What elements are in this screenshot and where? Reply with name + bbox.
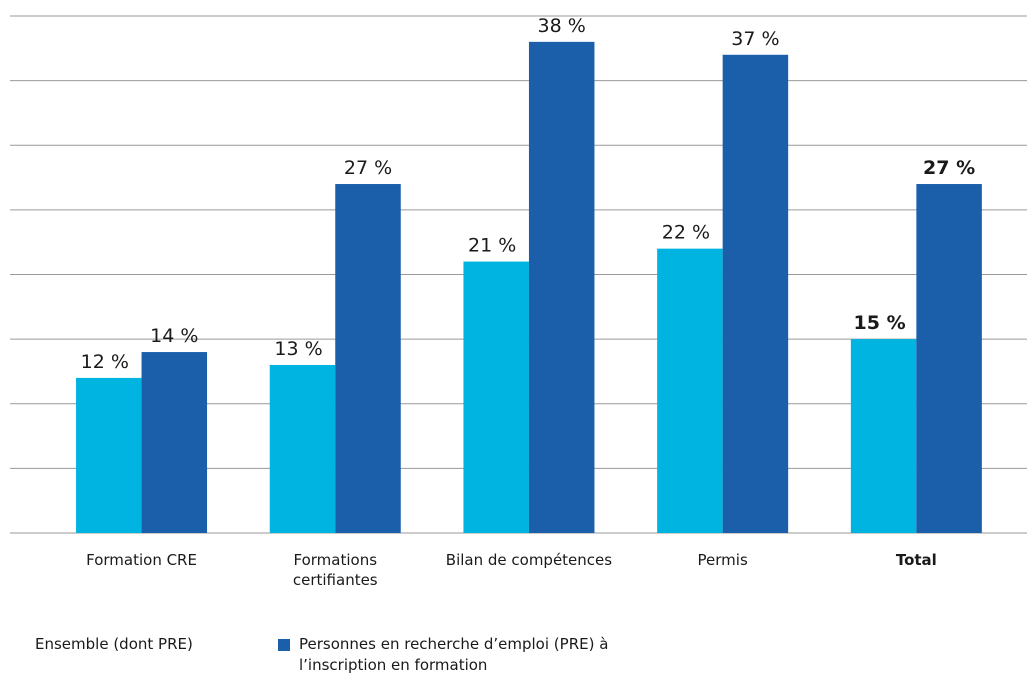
bar xyxy=(722,54,789,534)
bar xyxy=(76,377,142,533)
x-tick-label: Formation CRE xyxy=(86,551,197,569)
value-label: 22 % xyxy=(662,222,710,244)
value-label: 27 % xyxy=(923,157,975,179)
legend-label: Personnes en recherche d’emploi (PRE) à … xyxy=(299,635,609,674)
value-label: 27 % xyxy=(344,157,392,179)
legend-item: Ensemble (dont PRE) xyxy=(35,634,255,655)
value-label: 13 % xyxy=(274,338,322,360)
x-tick-label: Bilan de compétences xyxy=(445,551,613,569)
value-label: 14 % xyxy=(150,325,198,347)
x-tick-label: Formations certifiantes xyxy=(292,551,378,589)
bar xyxy=(850,339,917,533)
x-tick-label: Permis xyxy=(697,551,748,569)
value-label: 37 % xyxy=(731,28,779,50)
x-tick-label: Total xyxy=(895,551,937,569)
bar xyxy=(141,352,208,533)
bar xyxy=(269,364,336,533)
legend-label: Ensemble (dont PRE) xyxy=(35,635,193,653)
legend-item: Personnes en recherche d’emploi (PRE) à … xyxy=(278,634,678,675)
value-label: 21 % xyxy=(468,235,516,257)
legend-swatch xyxy=(278,639,290,651)
bar xyxy=(463,261,529,533)
bar xyxy=(657,248,723,533)
value-label: 12 % xyxy=(81,351,129,373)
bar xyxy=(528,41,595,533)
value-label: 38 % xyxy=(538,15,586,37)
value-label: 15 % xyxy=(854,312,906,334)
bar xyxy=(335,184,401,533)
bar xyxy=(916,184,982,533)
